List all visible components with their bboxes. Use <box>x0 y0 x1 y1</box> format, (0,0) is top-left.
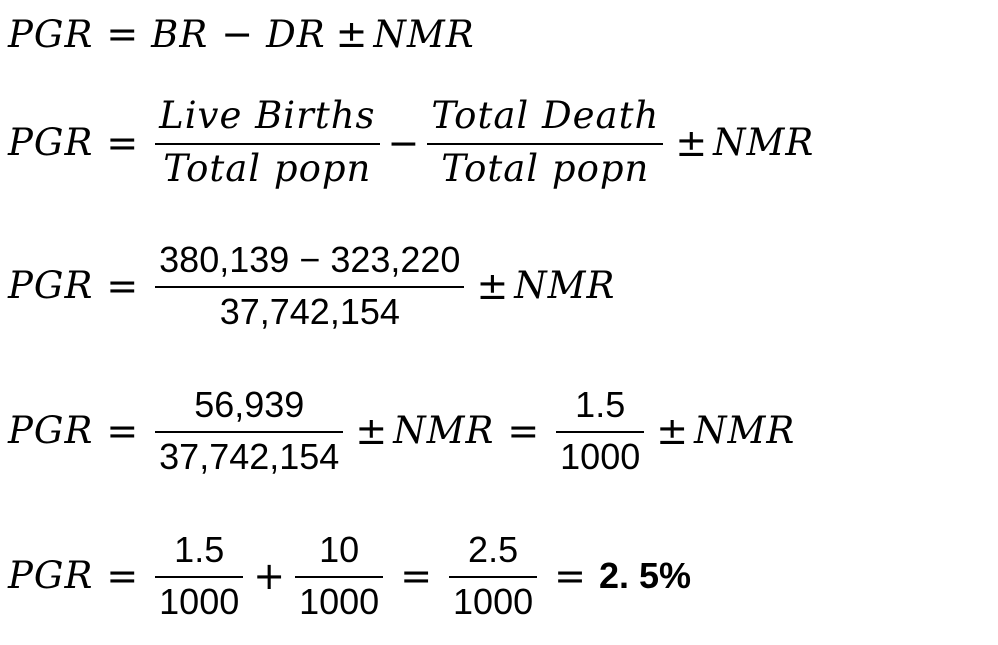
equation-line-5: PGR = 1.5 1000 + 10 1000 = 2.5 1000 = 2.… <box>8 530 691 621</box>
minus-sign: − <box>387 120 420 165</box>
fraction-numerator: 2.5 <box>468 529 519 570</box>
equals-sign: = <box>106 120 139 165</box>
fraction-numerator: 1.5 <box>174 529 225 570</box>
fraction-denominator: 1000 <box>159 580 240 622</box>
fraction-bar <box>155 142 380 145</box>
fraction-numerator: 1.5 <box>575 384 626 425</box>
minus-sign: − <box>221 12 254 56</box>
br-term: BR <box>151 12 209 56</box>
fraction-bar <box>295 575 384 578</box>
fraction-births-minus-deaths: 380,139 − 323,220 37,742,154 <box>155 239 465 332</box>
plus-minus-sign: ± <box>476 263 509 308</box>
fraction-total: 2.5 1000 <box>449 529 538 622</box>
pgr-label: PGR <box>8 554 94 598</box>
fraction-denominator: 1000 <box>453 580 534 622</box>
fraction-denominator: Total popn <box>441 146 650 190</box>
nmr-term: NMR <box>713 121 815 165</box>
pgr-label: PGR <box>8 12 94 56</box>
equals-sign: = <box>106 408 139 453</box>
equals-sign: = <box>507 408 540 453</box>
fraction-denominator: Total popn <box>163 146 372 190</box>
equation-line-2: PGR = Live Births Total popn − Total Dea… <box>8 94 815 190</box>
fraction-bar <box>155 285 465 288</box>
fraction-numerator: 56,939 <box>194 384 305 425</box>
equation-line-4: PGR = 56,939 37,742,154 ± NMR = 1.5 1000… <box>8 385 795 476</box>
dr-term: DR <box>266 12 326 56</box>
fraction-numerator: 380,139 − 323,220 <box>159 239 461 280</box>
fraction-denominator: 1000 <box>299 580 380 622</box>
fraction-rate: 1.5 1000 <box>556 384 645 477</box>
pgr-label: PGR <box>8 121 94 165</box>
fraction-denominator: 37,742,154 <box>159 435 340 477</box>
equation-line-1: PGR = BR − DR ± NMR <box>8 12 475 56</box>
fraction-denominator: 1000 <box>560 435 641 477</box>
fraction-rni: 1.5 1000 <box>155 529 244 622</box>
fraction-bar <box>449 575 538 578</box>
plus-minus-sign: ± <box>355 408 388 453</box>
fraction-numerator: Total Death <box>431 94 660 137</box>
equals-sign: = <box>106 553 139 598</box>
equation-line-3: PGR = 380,139 − 323,220 37,742,154 ± NMR <box>8 240 615 331</box>
fraction-bar <box>427 142 664 145</box>
fraction-numerator: Live Births <box>159 94 376 137</box>
nmr-term: NMR <box>694 409 796 453</box>
equals-sign: = <box>400 553 433 598</box>
equals-sign: = <box>554 553 586 598</box>
pgr-label: PGR <box>8 409 94 453</box>
plus-minus-sign: ± <box>335 12 368 56</box>
fraction-nmr: 10 1000 <box>295 529 384 622</box>
equals-sign: = <box>106 263 139 308</box>
fraction-bar <box>155 575 244 578</box>
fraction-bar <box>556 430 645 433</box>
plus-minus-sign: ± <box>656 408 689 453</box>
nmr-term: NMR <box>514 264 616 308</box>
fraction-bar <box>155 430 344 433</box>
plus-sign: + <box>253 553 286 598</box>
nmr-term: NMR <box>393 409 495 453</box>
fraction-natural-increase: 56,939 37,742,154 <box>155 384 344 477</box>
pgr-label: PGR <box>8 264 94 308</box>
equals-sign: = <box>106 12 139 56</box>
nmr-term: NMR <box>373 12 475 56</box>
fraction-denominator: 37,742,154 <box>219 290 400 332</box>
result-value: 2. 5% <box>598 554 692 596</box>
fraction-total-death: Total Death Total popn <box>427 94 664 190</box>
fraction-numerator: 10 <box>319 529 360 570</box>
plus-minus-sign: ± <box>675 120 708 165</box>
fraction-live-births: Live Births Total popn <box>155 94 380 190</box>
